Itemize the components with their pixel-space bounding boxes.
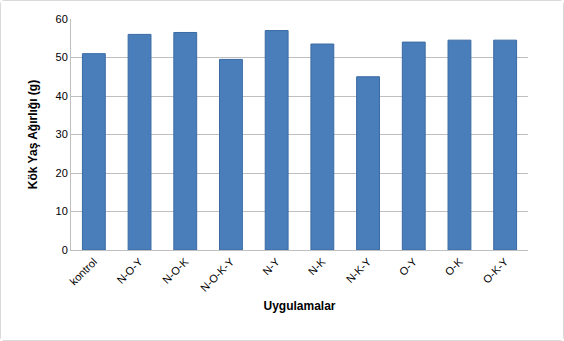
svg-text:N-O-K-Y: N-O-K-Y <box>198 255 237 294</box>
svg-text:40: 40 <box>56 90 68 102</box>
svg-text:Uygulamalar: Uygulamalar <box>263 299 335 313</box>
svg-text:N-K-Y: N-K-Y <box>344 255 374 285</box>
svg-text:10: 10 <box>56 205 68 217</box>
svg-text:N-K: N-K <box>306 255 328 277</box>
svg-text:Kök Yaş Ağırlığı (g): Kök Yaş Ağırlığı (g) <box>26 80 40 189</box>
svg-text:30: 30 <box>56 128 68 140</box>
svg-text:O-Y: O-Y <box>397 255 420 278</box>
svg-text:50: 50 <box>56 51 68 63</box>
svg-text:60: 60 <box>56 13 68 25</box>
svg-text:kontrol: kontrol <box>67 256 99 288</box>
svg-text:O-K-Y: O-K-Y <box>480 255 511 286</box>
svg-text:N-Y: N-Y <box>260 255 282 277</box>
svg-text:O-K: O-K <box>442 255 465 278</box>
svg-text:0: 0 <box>62 244 68 256</box>
svg-text:20: 20 <box>56 167 68 179</box>
svg-text:N-O-Y: N-O-Y <box>114 255 145 286</box>
svg-text:N-O-K: N-O-K <box>160 255 191 286</box>
